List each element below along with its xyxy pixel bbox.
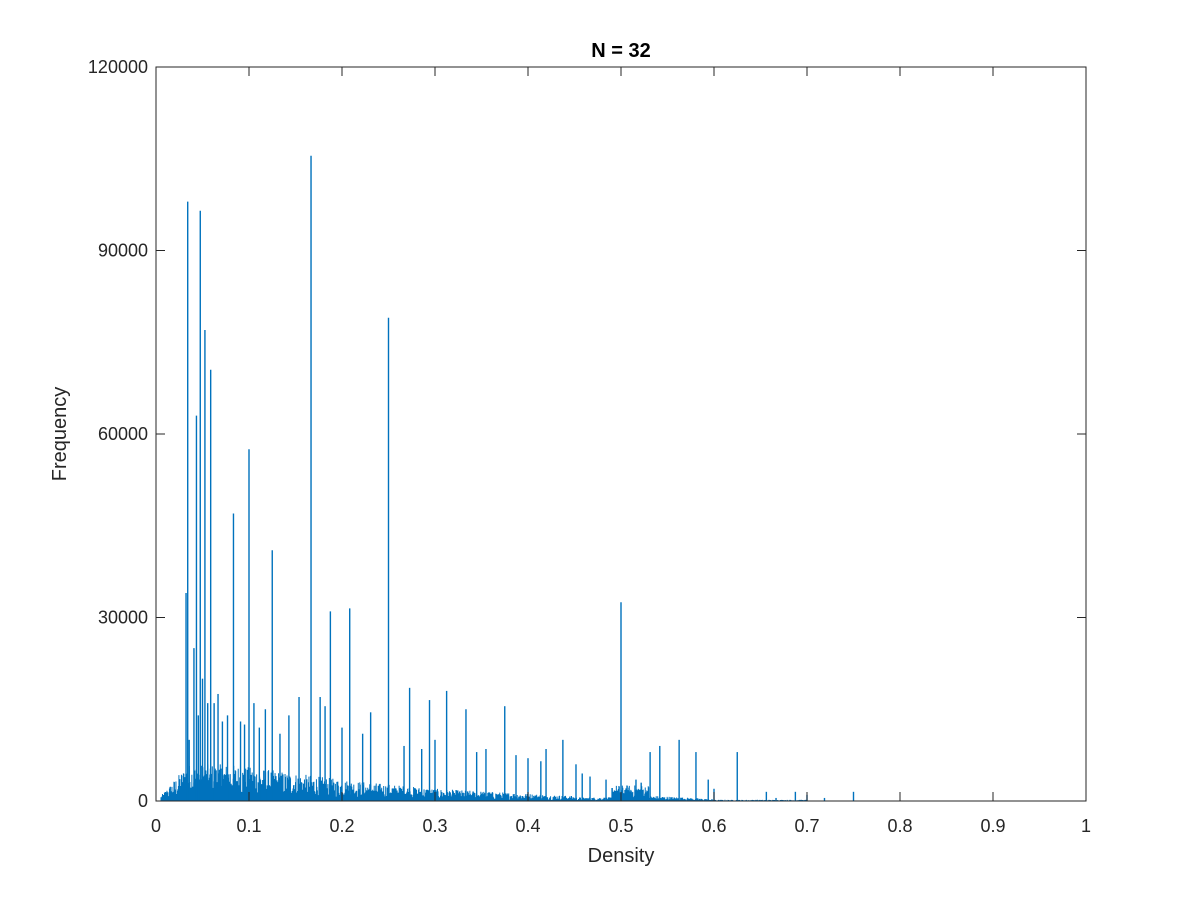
- bars-group: [185, 155, 855, 801]
- x-tick-label: 0.3: [422, 816, 447, 836]
- y-tick-label: 30000: [98, 608, 148, 628]
- y-axis-label: Frequency: [49, 387, 71, 482]
- x-tick-label: 0.7: [794, 816, 819, 836]
- x-tick-label: 0.8: [887, 816, 912, 836]
- y-tick-label: 90000: [98, 241, 148, 261]
- x-tick-label: 0.1: [236, 816, 261, 836]
- chart-title: N = 32: [591, 40, 650, 62]
- axis-ticks: 0 0.1 0.2 0.3 0.4 0.5 0.6 0.7 0.8 0.9 1 0 30000 60000…: [88, 57, 1091, 836]
- x-tick-label: 0.9: [980, 816, 1005, 836]
- y-tick-label: 60000: [98, 424, 148, 444]
- x-tick-label: 0.2: [329, 816, 354, 836]
- x-tick-label: 0.5: [608, 816, 633, 836]
- x-tick-label: 1: [1081, 816, 1091, 836]
- y-tick-label: 120000: [88, 57, 148, 77]
- x-axis-label: Density: [588, 845, 655, 867]
- x-tick-label: 0.4: [515, 816, 540, 836]
- x-tick-label: 0: [151, 816, 161, 836]
- x-tick-label: 0.6: [701, 816, 726, 836]
- y-tick-label: 0: [138, 791, 148, 811]
